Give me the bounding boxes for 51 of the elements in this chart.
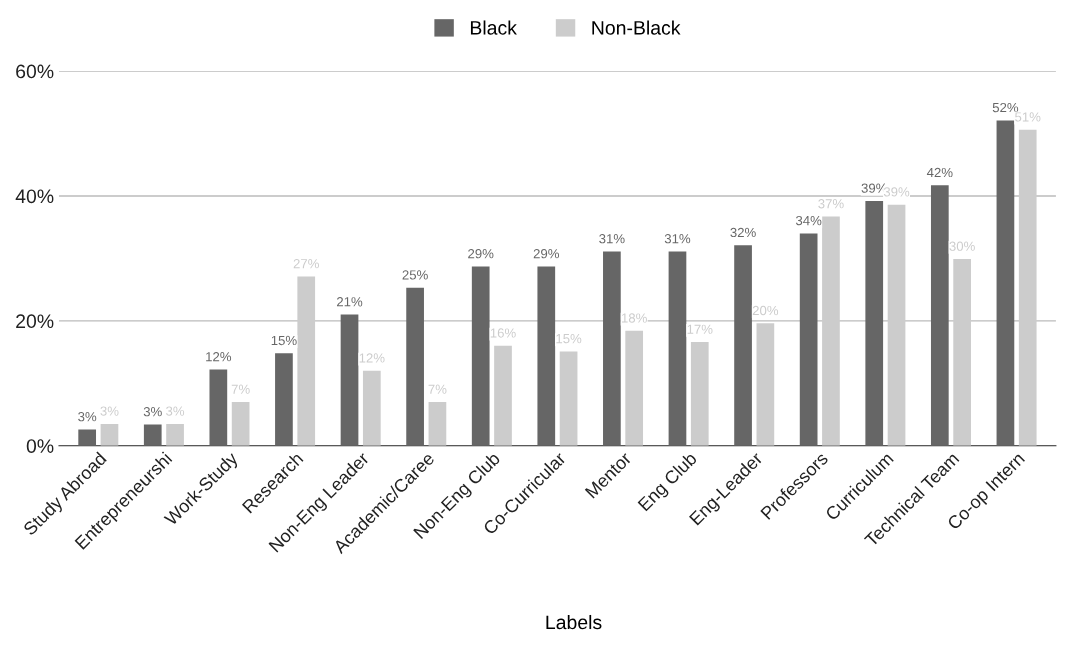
data-label: 34% <box>795 215 822 226</box>
data-label: 32% <box>730 227 756 238</box>
bar <box>865 200 884 446</box>
bar <box>625 330 644 446</box>
bar <box>100 423 119 446</box>
data-label: 3% <box>143 407 162 417</box>
data-label: 12% <box>206 352 232 362</box>
bar <box>494 345 512 446</box>
y-tick-label: 40% <box>15 189 54 204</box>
data-label: 29% <box>533 249 560 259</box>
data-label: 3% <box>78 412 97 422</box>
data-label: 15% <box>271 335 297 346</box>
bar <box>734 245 752 446</box>
data-label: 42% <box>926 167 953 178</box>
bar <box>887 204 906 446</box>
y-tick-label: 60% <box>16 64 54 79</box>
data-label: 29% <box>468 249 494 259</box>
bar <box>428 402 447 446</box>
bar <box>231 402 250 446</box>
bar <box>756 323 775 446</box>
data-label: 21% <box>336 297 363 307</box>
bar <box>559 351 578 446</box>
bar <box>537 266 556 446</box>
bar <box>406 287 424 446</box>
bar <box>799 233 818 446</box>
bar <box>930 185 949 446</box>
data-label: 25% <box>402 270 428 280</box>
bar <box>690 342 709 446</box>
bar <box>297 276 316 446</box>
bar <box>209 369 228 446</box>
bar <box>668 251 687 446</box>
data-label: 52% <box>992 102 1019 113</box>
bar <box>275 353 293 446</box>
y-tick-label: 20% <box>16 314 54 329</box>
data-label: 31% <box>664 234 691 244</box>
bar <box>603 251 621 446</box>
bar <box>143 424 162 446</box>
data-label: 31% <box>599 234 625 244</box>
bar <box>953 259 971 446</box>
bar <box>362 370 381 446</box>
bar <box>822 216 840 446</box>
bar <box>1018 129 1037 446</box>
legend-label: Non-Black <box>592 20 681 35</box>
y-tick-label: 0% <box>26 439 54 453</box>
bar <box>340 314 359 446</box>
x-axis-title: Labels <box>546 614 602 630</box>
legend-label: Black <box>470 20 517 35</box>
bar <box>166 423 184 446</box>
bar <box>996 120 1015 446</box>
bar <box>471 266 490 446</box>
bar <box>78 429 97 446</box>
